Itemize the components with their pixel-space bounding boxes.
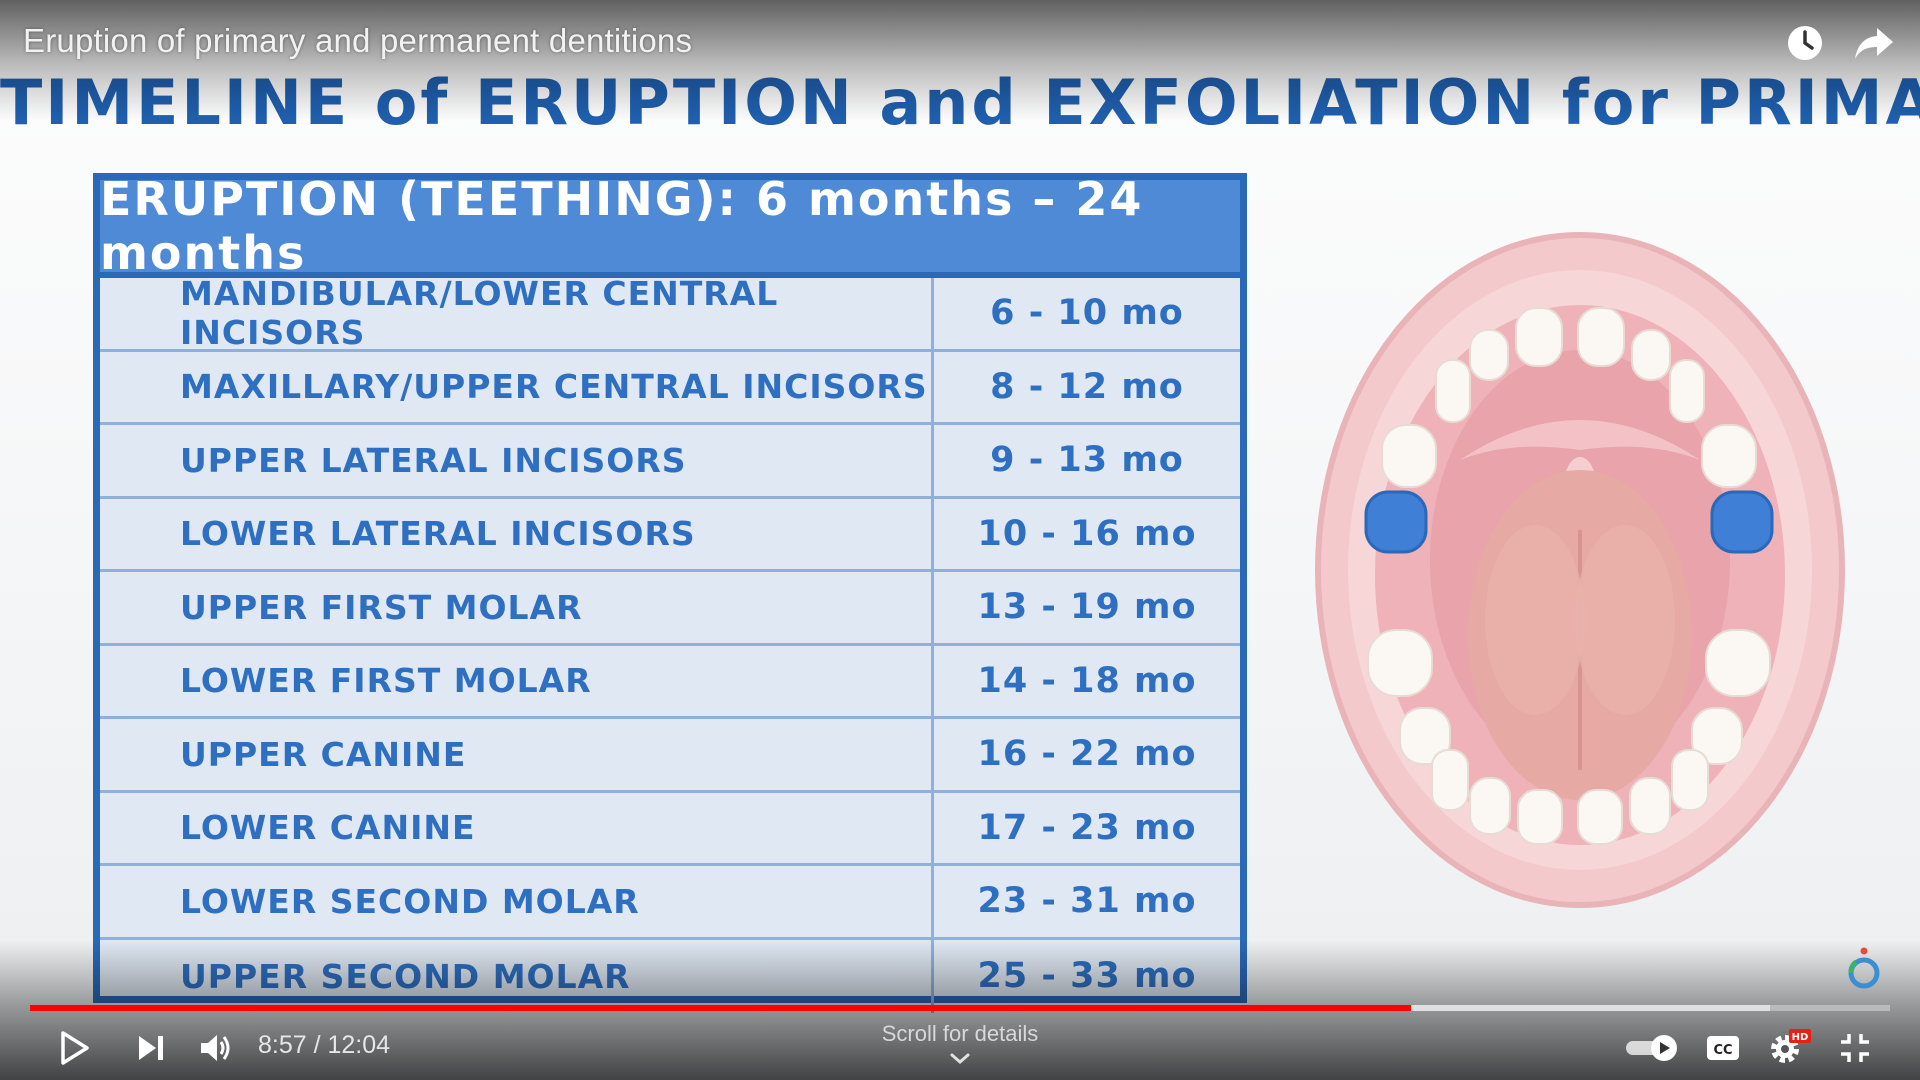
play-button[interactable] — [52, 1025, 98, 1071]
time-display: 8:57 / 12:04 — [258, 1031, 391, 1059]
table-row: UPPER LATERAL INCISORS 9 - 13 mo — [100, 425, 1240, 499]
watch-later-button[interactable] — [1782, 20, 1828, 66]
hd-badge: HD — [1792, 1032, 1809, 1043]
eruption-age: 25 - 33 mo — [977, 956, 1197, 997]
chevron-down-icon — [950, 1053, 970, 1064]
table-row: LOWER FIRST MOLAR 14 - 18 mo — [100, 645, 1240, 719]
tooth-name: UPPER FIRST MOLAR — [100, 572, 934, 643]
table-row: LOWER SECOND MOLAR 23 - 31 mo — [100, 866, 1240, 940]
table-row: UPPER FIRST MOLAR 13 - 19 mo — [100, 572, 1240, 646]
settings-button[interactable]: HD — [1764, 1024, 1814, 1070]
scroll-for-details[interactable]: Scroll for details — [881, 1021, 1039, 1046]
tooth-name: UPPER SECOND MOLAR — [100, 939, 934, 1013]
eruption-age: 13 - 19 mo — [977, 587, 1197, 628]
autoplay-toggle-icon — [1626, 1035, 1677, 1061]
table-row: MANDIBULAR/LOWER CENTRAL INCISORS 6 - 10… — [100, 274, 1240, 352]
tooth-name: UPPER LATERAL INCISORS — [100, 425, 934, 496]
progress-bar[interactable] — [30, 1005, 1890, 1011]
table-row: UPPER SECOND MOLAR 25 - 33 mo — [100, 939, 1240, 1013]
tooth-name: MANDIBULAR/LOWER CENTRAL INCISORS — [100, 274, 934, 352]
tooth-name: LOWER CANINE — [100, 792, 934, 863]
share-button[interactable] — [1851, 20, 1897, 66]
eruption-age: 8 - 12 mo — [990, 366, 1184, 407]
captions-icon: CC — [1707, 1036, 1739, 1060]
progress-played — [30, 1005, 1412, 1011]
eruption-age: 9 - 13 mo — [990, 440, 1184, 481]
exit-fullscreen-button[interactable] — [1832, 1026, 1878, 1070]
volume-icon — [201, 1035, 230, 1061]
tooth-name: LOWER LATERAL INCISORS — [100, 498, 934, 569]
table-body: MANDIBULAR/LOWER CENTRAL INCISORS 6 - 10… — [100, 274, 1240, 1013]
eruption-age: 14 - 18 mo — [977, 660, 1197, 701]
table-header: ERUPTION (TEETHING): 6 months – 24 month… — [100, 172, 1240, 280]
autoplay-toggle[interactable] — [1624, 1030, 1682, 1066]
eruption-age: 10 - 16 mo — [977, 513, 1197, 554]
table-row: LOWER CANINE 17 - 23 mo — [100, 792, 1240, 866]
eruption-age: 17 - 23 mo — [977, 807, 1197, 848]
tooth-name: UPPER CANINE — [100, 719, 934, 790]
mouth-illustration — [1315, 232, 1845, 908]
eruption-age: 23 - 31 mo — [977, 881, 1197, 922]
table-row: MAXILLARY/UPPER CENTRAL INCISORS 8 - 12 … — [100, 351, 1240, 425]
volume-button[interactable] — [193, 1025, 239, 1071]
next-button[interactable] — [128, 1025, 174, 1071]
next-icon — [139, 1036, 163, 1060]
settings-icon: HD — [1771, 1029, 1811, 1063]
play-icon — [61, 1031, 89, 1065]
video-title[interactable]: Eruption of primary and permanent dentit… — [23, 22, 693, 59]
watch-later-icon — [1788, 26, 1822, 60]
eruption-age: 16 - 22 mo — [977, 734, 1197, 775]
table-row: UPPER CANINE 16 - 22 mo — [100, 719, 1240, 793]
share-icon — [1855, 28, 1893, 59]
slide-heading: TIMELINE of ERUPTION and EXFOLIATION for… — [0, 66, 1920, 139]
tooth-name: MAXILLARY/UPPER CENTRAL INCISORS — [100, 351, 934, 422]
eruption-age: 6 - 10 mo — [990, 293, 1184, 334]
eruption-table: ERUPTION (TEETHING): 6 months – 24 month… — [93, 172, 1247, 1013]
captions-button[interactable]: CC — [1700, 1028, 1746, 1068]
fullscreen-exit-icon — [1841, 1034, 1869, 1062]
svg-text:CC: CC — [1713, 1043, 1732, 1058]
brand-logo-icon — [1848, 947, 1880, 989]
tooth-name: LOWER SECOND MOLAR — [100, 866, 934, 937]
table-row: LOWER LATERAL INCISORS 10 - 16 mo — [100, 498, 1240, 572]
tooth-name: LOWER FIRST MOLAR — [100, 645, 934, 716]
